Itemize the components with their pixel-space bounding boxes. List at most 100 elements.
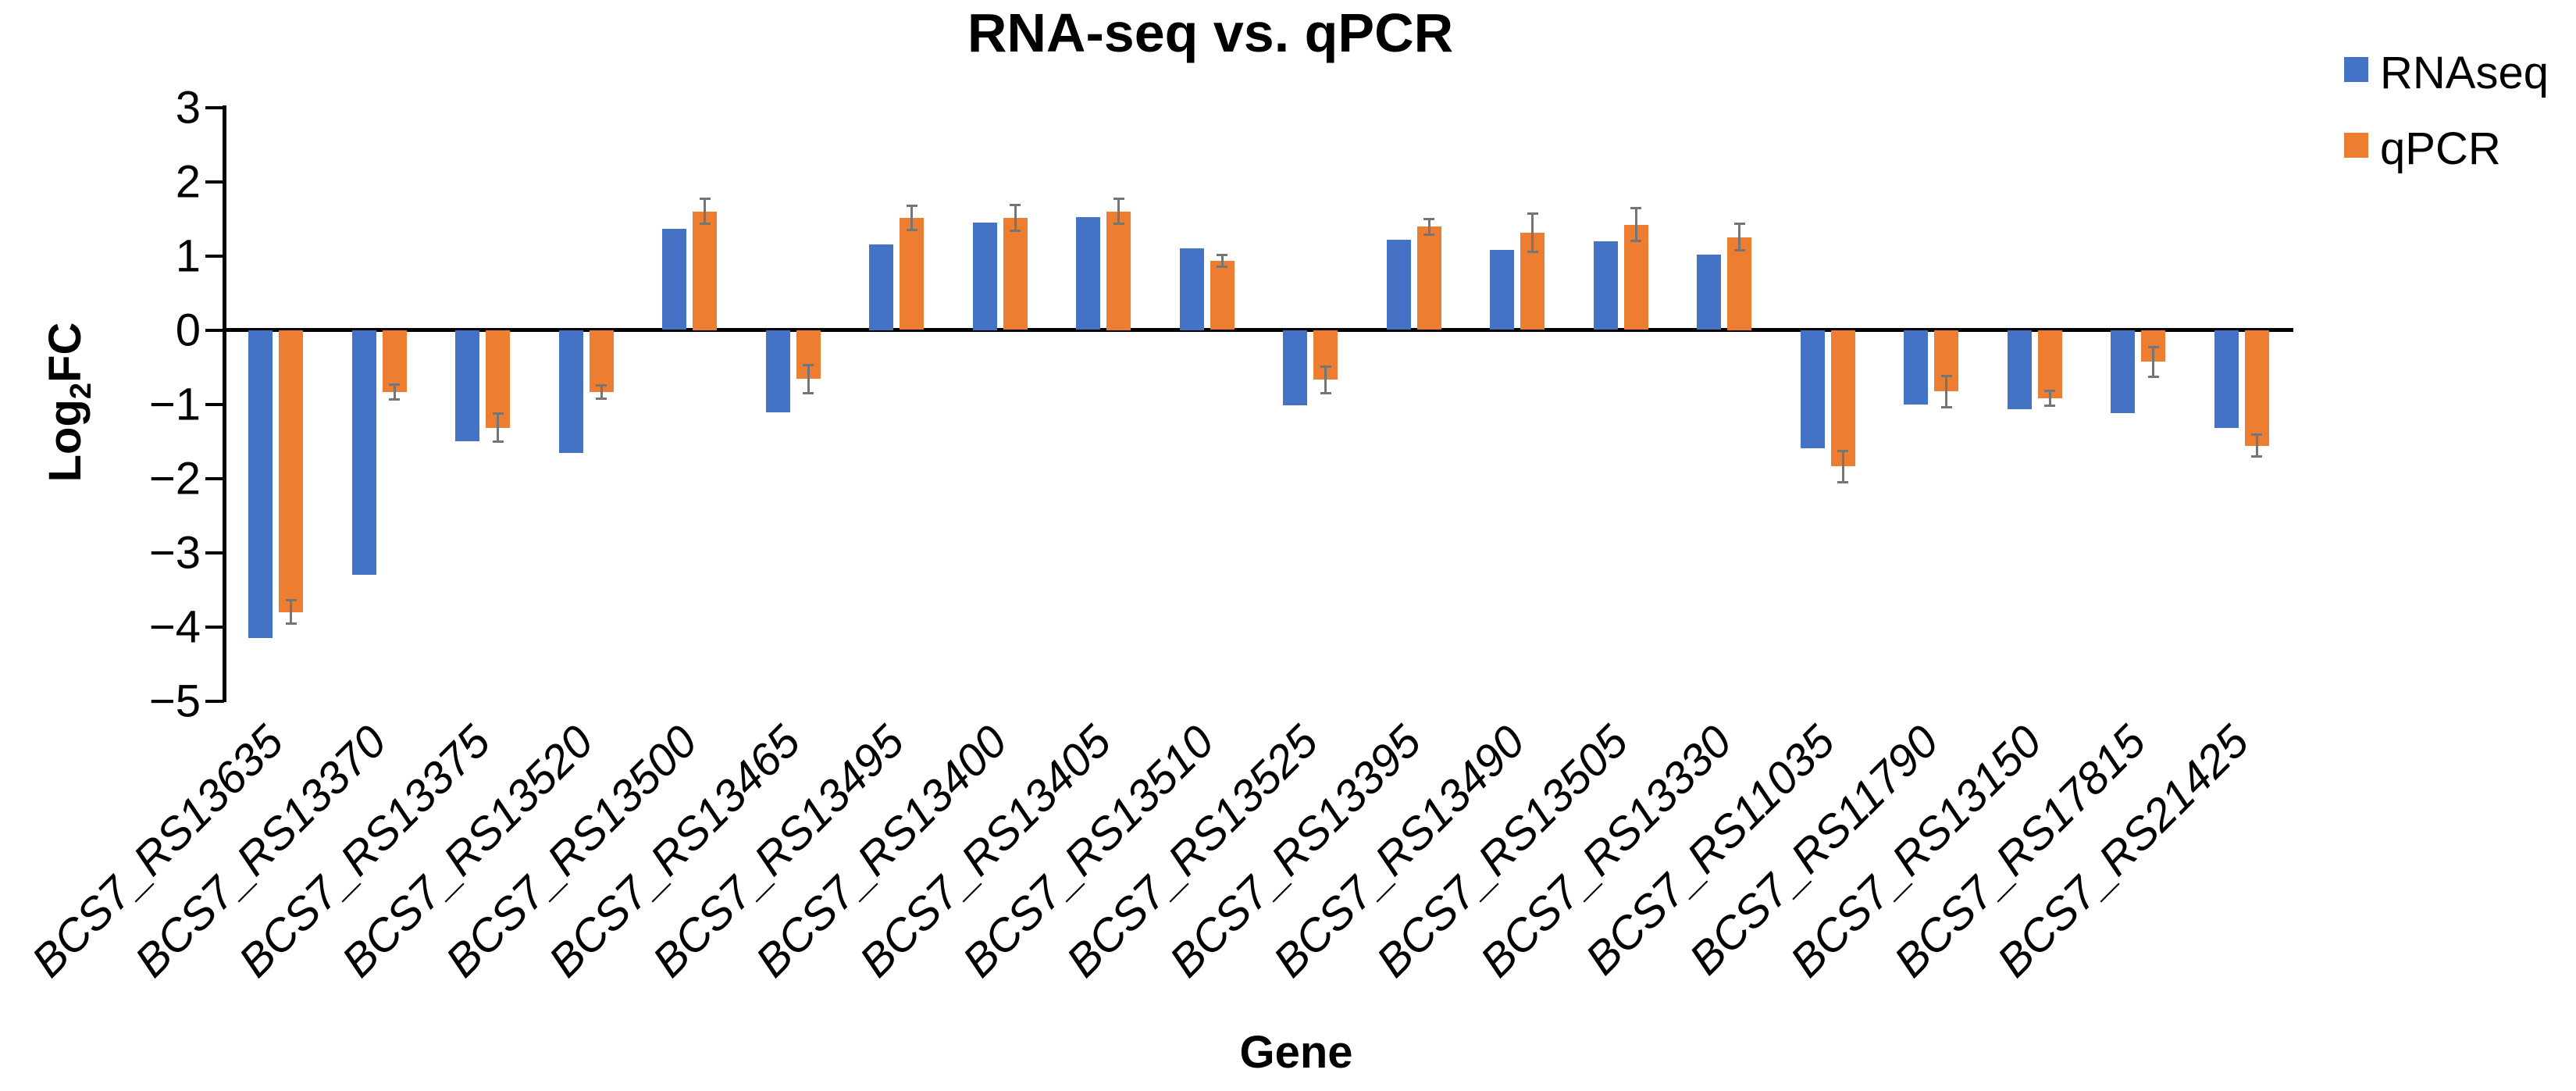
y-axis-tick — [205, 402, 224, 406]
qpcr-bar — [589, 330, 614, 393]
y-tick-label: −5 — [148, 676, 201, 726]
x-axis-title: Gene — [1239, 1027, 1353, 1078]
qpcr-error-bar-cap — [1113, 223, 1124, 226]
y-axis-tick — [205, 551, 224, 554]
qpcr-error-bar-cap — [2251, 433, 2263, 436]
qpcr-error-bar-cap — [2251, 455, 2263, 458]
rnaseq-bar — [1697, 254, 1722, 330]
qpcr-error-bar — [2255, 434, 2258, 457]
qpcr-bar — [1623, 224, 1648, 330]
y-tick-label: −3 — [148, 527, 201, 578]
rnaseq-bar — [1800, 330, 1825, 448]
y-tick-label: 2 — [175, 156, 201, 207]
qpcr-error-bar-cap — [1837, 480, 1849, 483]
qpcr-error-bar-cap — [1733, 249, 1745, 252]
qpcr-error-bar-cap — [285, 598, 297, 601]
qpcr-legend-swatch — [2344, 133, 2368, 158]
rnaseq-bar — [558, 330, 583, 454]
y-axis-tick — [205, 625, 224, 629]
qpcr-error-bar-cap — [2147, 375, 2159, 378]
qpcr-error-bar-cap — [596, 398, 607, 401]
qpcr-error-bar-cap — [906, 228, 917, 231]
qpcr-bar — [1830, 330, 1855, 467]
rnaseq-bar — [662, 229, 687, 330]
rnaseq-bar — [869, 244, 894, 330]
qpcr-error-bar-cap — [492, 412, 504, 415]
qpcr-error-bar-cap — [1940, 405, 1952, 408]
y-tick-label: 0 — [175, 305, 201, 355]
rnaseq-bar — [2111, 330, 2136, 413]
qpcr-error-bar-cap — [2147, 345, 2159, 348]
qpcr-bar — [279, 330, 304, 612]
rnaseq-bar — [2214, 330, 2239, 428]
qpcr-error-bar-cap — [1320, 365, 1331, 368]
qpcr-bar — [900, 218, 925, 330]
qpcr-error-bar-cap — [1010, 229, 1021, 232]
qpcr-error-bar — [1945, 376, 1948, 408]
qpcr-error-bar-cap — [1010, 204, 1021, 207]
qpcr-error-bar-cap — [803, 391, 814, 394]
qpcr-bar — [1003, 218, 1028, 330]
y-tick-label: 1 — [175, 230, 201, 281]
qpcr-error-bar-cap — [1527, 212, 1538, 215]
qpcr-error-bar-cap — [1837, 449, 1849, 452]
y-axis-tick — [205, 105, 224, 109]
qpcr-error-bar-cap — [699, 223, 711, 226]
qpcr-error-bar-cap — [285, 622, 297, 626]
qpcr-bar — [486, 330, 511, 428]
qpcr-error-bar — [2048, 390, 2051, 406]
qpcr-bar — [693, 211, 718, 330]
y-tick-label: 3 — [175, 82, 201, 133]
rnaseq-bar — [1283, 330, 1308, 406]
qpcr-bar — [2037, 330, 2062, 398]
rnaseq-bar — [248, 330, 273, 638]
qpcr-error-bar-cap — [699, 197, 711, 200]
y-tick-label: −4 — [148, 601, 201, 652]
rnaseq-bar — [2007, 330, 2032, 410]
qpcr-error-bar — [1738, 223, 1741, 251]
qpcr-bar — [382, 330, 407, 393]
qpcr-error-bar-cap — [906, 205, 917, 208]
qpcr-error-bar-cap — [1113, 197, 1124, 200]
qpcr-error-bar — [910, 205, 914, 230]
chart-title: RNA-seq vs. qPCR — [967, 2, 1454, 63]
qpcr-bar — [1727, 237, 1752, 330]
y-tick-label: −1 — [148, 379, 201, 430]
qpcr-error-bar-cap — [1320, 391, 1331, 394]
qpcr-error-bar — [1841, 451, 1844, 483]
rnaseq-bar — [765, 330, 790, 412]
qpcr-error-bar — [393, 384, 396, 400]
rnaseq-legend-swatch — [2344, 57, 2368, 82]
qpcr-error-bar — [807, 365, 810, 394]
rnaseq-bar — [1179, 248, 1204, 330]
qpcr-error-bar-cap — [1423, 234, 1435, 237]
y-tick-label: −2 — [148, 453, 201, 504]
qpcr-bar — [2244, 330, 2269, 446]
rnaseq-bar — [1076, 217, 1101, 330]
qpcr-error-bar-cap — [596, 384, 607, 387]
qpcr-error-bar-cap — [1217, 254, 1228, 257]
y-axis-tick — [205, 254, 224, 258]
qpcr-bar — [1210, 261, 1235, 330]
qpcr-error-bar-cap — [1527, 251, 1538, 254]
qpcr-error-bar-cap — [389, 383, 401, 387]
qpcr-error-bar-cap — [1630, 240, 1642, 242]
rnaseq-bar — [455, 330, 480, 441]
qpcr-error-bar — [704, 198, 707, 224]
y-axis-tick — [205, 476, 224, 480]
qpcr-error-bar-cap — [1940, 374, 1952, 377]
qpcr-error-bar-cap — [2044, 404, 2056, 407]
qpcr-error-bar-cap — [2044, 389, 2056, 392]
qpcr-error-bar-cap — [1630, 207, 1642, 210]
y-axis-tick — [205, 328, 224, 332]
x-axis-zero-line — [224, 328, 2293, 332]
rnaseq-bar — [1593, 241, 1618, 330]
qpcr-error-bar — [2152, 347, 2155, 377]
y-axis-tick — [205, 180, 224, 184]
rnaseq-bar — [1386, 239, 1411, 330]
qpcr-error-bar-cap — [803, 363, 814, 366]
qpcr-error-bar — [1117, 198, 1121, 224]
rnaseq-bar — [351, 330, 376, 575]
qpcr-error-bar — [1220, 255, 1224, 267]
